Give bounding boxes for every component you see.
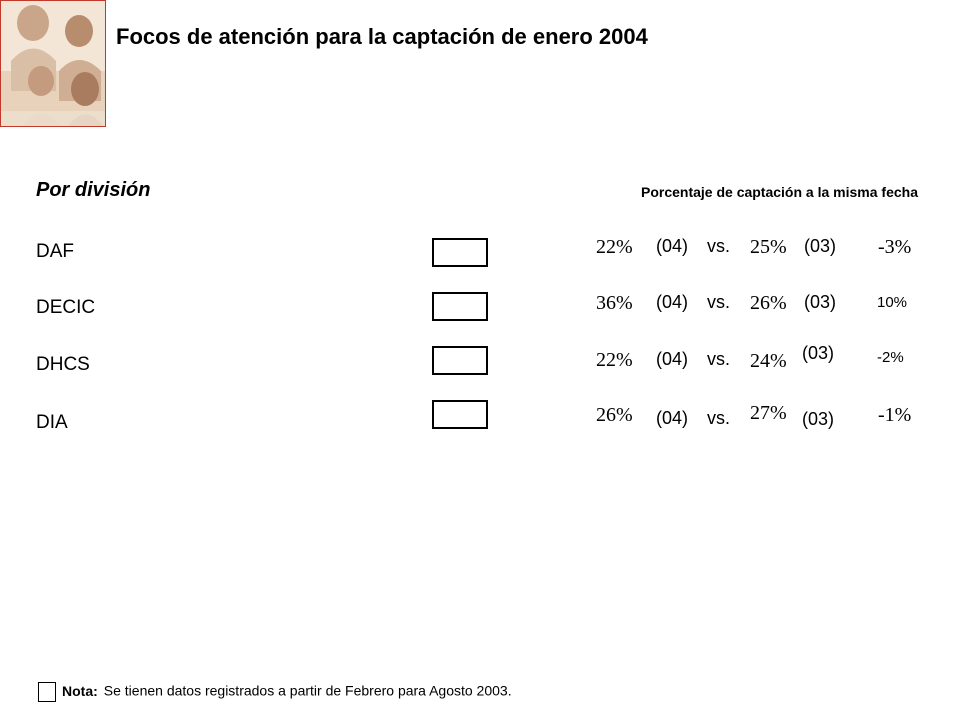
note-label: Nota: bbox=[62, 682, 98, 699]
current-year-tag: (04) bbox=[656, 349, 689, 369]
students-photo-icon bbox=[1, 1, 105, 126]
previous-year-tag: (03) bbox=[804, 292, 837, 312]
division-label: DAF bbox=[36, 241, 74, 262]
status-box bbox=[432, 346, 488, 375]
vs-label: vs. bbox=[707, 349, 731, 369]
division-label: DHCS bbox=[36, 354, 90, 375]
difference-value: -1% bbox=[878, 404, 912, 426]
status-box bbox=[432, 400, 488, 429]
previous-percentage: 26% bbox=[750, 292, 787, 314]
footnote: Nota: Se tienen datos registrados a parti… bbox=[38, 682, 512, 702]
header-photo bbox=[0, 0, 106, 127]
previous-year-tag: (03) bbox=[804, 236, 837, 256]
difference-value: -2% bbox=[877, 349, 904, 366]
column-header: Porcentaje de captación a la misma fecha bbox=[640, 184, 918, 200]
division-row: DHCS 22% (04) vs. 24% (03) -2% bbox=[0, 340, 960, 388]
division-row: DIA 26% (04) vs. 27% (03) -1% bbox=[0, 394, 960, 442]
vs-label: vs. bbox=[707, 292, 731, 312]
section-title: Por división bbox=[36, 179, 151, 201]
current-year-tag: (04) bbox=[656, 292, 689, 312]
previous-percentage: 25% bbox=[750, 236, 787, 258]
note-text: Se tienen datos registrados a partir de … bbox=[103, 682, 512, 699]
vs-label: vs. bbox=[707, 408, 731, 428]
vs-label: vs. bbox=[707, 236, 731, 256]
current-percentage: 22% bbox=[596, 349, 633, 371]
current-year-tag: (04) bbox=[656, 408, 689, 428]
division-label: DECIC bbox=[36, 297, 96, 318]
difference-value: -3% bbox=[878, 236, 912, 258]
difference-value: 10% bbox=[877, 294, 908, 311]
previous-year-tag: (03) bbox=[802, 409, 835, 429]
division-row: DECIC 36% (04) vs. 26% (03) 10% bbox=[0, 286, 960, 334]
status-box bbox=[432, 238, 488, 267]
division-label: DIA bbox=[36, 412, 68, 433]
current-percentage: 22% bbox=[596, 236, 633, 258]
page-title: Focos de atención para la captación de e… bbox=[116, 24, 648, 49]
note-checkbox bbox=[38, 682, 56, 702]
division-row: DAF 22% (04) vs. 25% (03) -3% bbox=[0, 232, 960, 280]
status-box bbox=[432, 292, 488, 321]
current-percentage: 36% bbox=[596, 292, 633, 314]
previous-year-tag: (03) bbox=[802, 343, 835, 363]
previous-percentage: 27% bbox=[750, 402, 787, 424]
current-percentage: 26% bbox=[596, 404, 633, 426]
current-year-tag: (04) bbox=[656, 236, 689, 256]
previous-percentage: 24% bbox=[750, 350, 787, 372]
